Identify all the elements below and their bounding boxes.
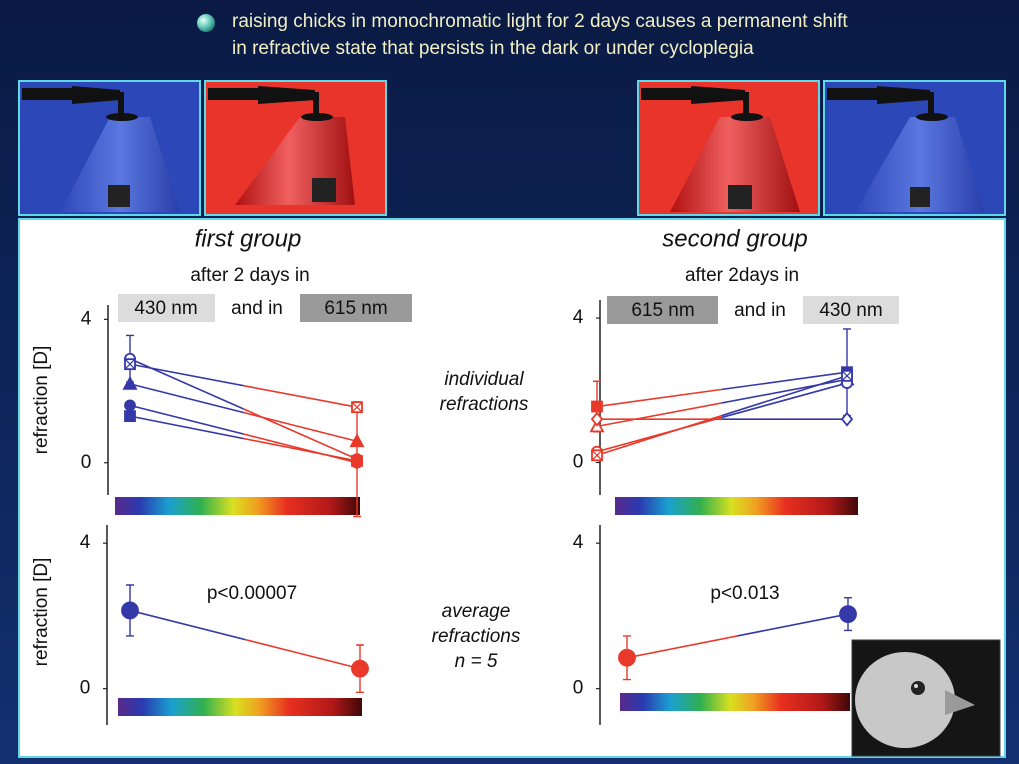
- annotation: p<0.013: [710, 583, 779, 604]
- y-axis-label: refraction [D]: [31, 346, 52, 455]
- group-title: second group: [662, 225, 807, 252]
- point: [619, 650, 635, 666]
- spectrum-bar: [620, 693, 850, 711]
- lamp-panel: [824, 81, 1005, 215]
- point: [840, 606, 856, 622]
- y-tick-label: 0: [81, 452, 92, 473]
- group-title: first group: [195, 225, 302, 252]
- section-label: refractions: [440, 394, 529, 415]
- point: [352, 456, 362, 466]
- group-subtitle: after 2days in: [685, 265, 799, 286]
- point: [122, 602, 138, 618]
- section-label: refractions: [432, 626, 521, 647]
- spectrum-bar: [118, 698, 362, 716]
- y-axis-label: refraction [D]: [31, 558, 52, 667]
- y-tick-label: 4: [573, 532, 584, 553]
- header-line: in refractive state that persists in the…: [232, 38, 754, 59]
- y-tick-label: 4: [573, 307, 584, 328]
- annotation: p<0.00007: [207, 583, 297, 604]
- bullet: [197, 14, 215, 32]
- lamp-panel: [638, 81, 819, 215]
- spectrum-bar: [115, 497, 360, 515]
- point: [352, 661, 368, 677]
- point: [125, 411, 135, 421]
- chick-photo: [852, 640, 1000, 756]
- condition: 430 nm: [134, 298, 197, 319]
- section-label: individual: [444, 369, 524, 390]
- y-tick-label: 0: [80, 678, 91, 699]
- spectrum-bar: [615, 497, 858, 515]
- condition: and in: [231, 298, 283, 319]
- y-tick-label: 0: [573, 678, 584, 699]
- section-label: average: [442, 601, 511, 622]
- lamp-panel: [205, 81, 386, 215]
- point: [125, 400, 135, 410]
- y-tick-label: 4: [80, 532, 91, 553]
- y-tick-label: 0: [573, 452, 584, 473]
- slide: raising chicks in monochromatic light fo…: [0, 0, 1019, 764]
- condition: 430 nm: [819, 300, 882, 321]
- group-subtitle: after 2 days in: [190, 265, 309, 286]
- condition: 615 nm: [631, 300, 694, 321]
- condition: and in: [734, 300, 786, 321]
- section-label: n = 5: [455, 651, 498, 672]
- lamp-panel: [19, 81, 200, 215]
- y-tick-label: 4: [81, 308, 92, 329]
- condition: 615 nm: [324, 298, 387, 319]
- point: [592, 402, 602, 412]
- header-line: raising chicks in monochromatic light fo…: [232, 11, 848, 32]
